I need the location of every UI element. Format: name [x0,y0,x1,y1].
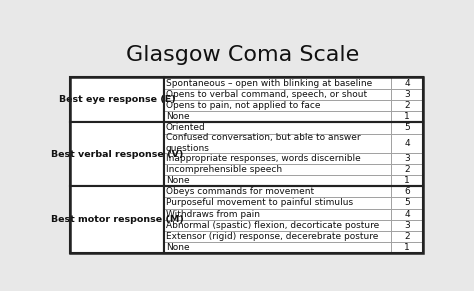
Text: Best motor response (M): Best motor response (M) [51,215,183,224]
Text: 3: 3 [404,154,410,163]
Bar [164,122,391,134]
Bar [164,122,423,186]
Bar [164,134,391,152]
Bar [164,77,423,122]
Text: None: None [166,176,190,185]
Text: Opens to verbal command, speech, or shout: Opens to verbal command, speech, or shou… [166,90,367,99]
Bar [70,122,164,186]
Text: None: None [166,243,190,252]
Bar [391,220,423,231]
Text: 5: 5 [404,123,410,132]
Text: Extensor (rigid) response, decerebrate posture: Extensor (rigid) response, decerebrate p… [166,232,378,241]
Text: 4: 4 [404,210,410,219]
Bar [164,100,391,111]
Bar [164,220,391,231]
Text: 3: 3 [404,221,410,230]
Text: Incomprehensible speech: Incomprehensible speech [166,165,282,174]
Bar [391,242,423,253]
Bar [70,77,164,122]
Bar [391,175,423,186]
Text: Spontaneous – open with blinking at baseline: Spontaneous – open with blinking at base… [166,79,372,88]
Bar [164,175,391,186]
Bar [391,209,423,220]
Text: 1: 1 [404,112,410,121]
Bar [391,89,423,100]
Bar [70,77,423,253]
Bar [164,164,391,175]
Bar [164,89,391,100]
Text: Oriented: Oriented [166,123,206,132]
Bar [391,231,423,242]
Text: Obeys commands for movement: Obeys commands for movement [166,187,314,196]
Bar [164,111,391,122]
Text: None: None [166,112,190,121]
Text: 4: 4 [404,79,410,88]
Bar [164,209,391,220]
Text: Glasgow Coma Scale: Glasgow Coma Scale [126,45,360,65]
Bar [391,122,423,134]
Text: 1: 1 [404,243,410,252]
Text: Opens to pain, not applied to face: Opens to pain, not applied to face [166,101,320,110]
Text: Purposeful movement to painful stimulus: Purposeful movement to painful stimulus [166,198,353,207]
Text: 2: 2 [404,165,410,174]
Bar [391,152,423,164]
Text: Inappropriate responses, words discernible: Inappropriate responses, words discernib… [166,154,361,163]
Bar [391,134,423,152]
Text: 2: 2 [404,101,410,110]
Text: 6: 6 [404,187,410,196]
Text: 1: 1 [404,176,410,185]
Text: 4: 4 [404,139,410,148]
Bar [391,111,423,122]
Bar [70,186,164,253]
Bar [164,186,391,197]
Text: Best verbal response (V): Best verbal response (V) [51,150,183,159]
Bar [391,100,423,111]
Bar [391,164,423,175]
Text: Best eye response (E): Best eye response (E) [59,95,175,104]
Text: 5: 5 [404,198,410,207]
Bar [164,242,391,253]
Text: 2: 2 [404,232,410,241]
Bar [164,186,423,253]
Bar [164,77,391,89]
Bar [164,197,391,209]
Text: Abnormal (spastic) flexion, decorticate posture: Abnormal (spastic) flexion, decorticate … [166,221,379,230]
Bar [164,152,391,164]
Text: 3: 3 [404,90,410,99]
Bar [391,197,423,209]
Bar [391,186,423,197]
Bar [164,231,391,242]
Text: Withdraws from pain: Withdraws from pain [166,210,260,219]
Bar [391,77,423,89]
Text: Confused conversation, but able to answer
questions: Confused conversation, but able to answe… [166,133,361,153]
